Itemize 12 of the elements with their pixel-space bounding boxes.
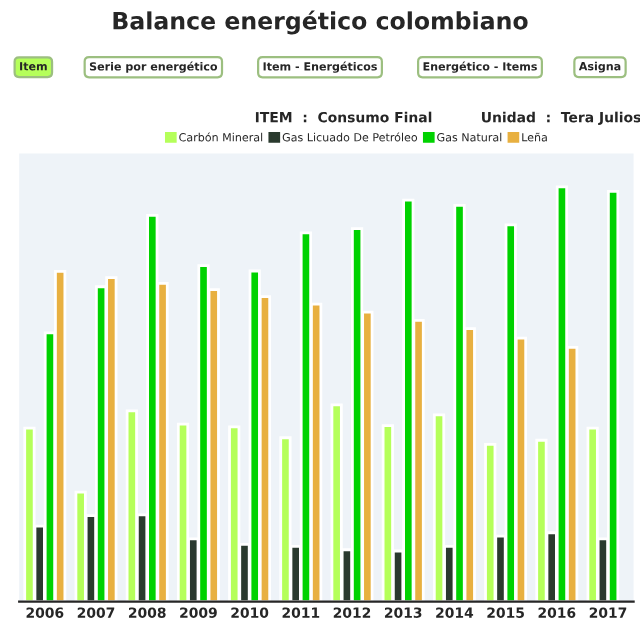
bar [330,403,343,602]
bar [535,438,548,602]
bar [586,426,599,602]
bar [484,443,497,602]
bar [228,425,241,602]
bar [176,422,190,602]
bar [432,413,446,602]
bar [381,424,394,602]
bar [125,409,138,602]
chart-title: Balance energético colombiano [113,10,528,35]
bar [23,426,36,602]
bar [279,436,292,602]
